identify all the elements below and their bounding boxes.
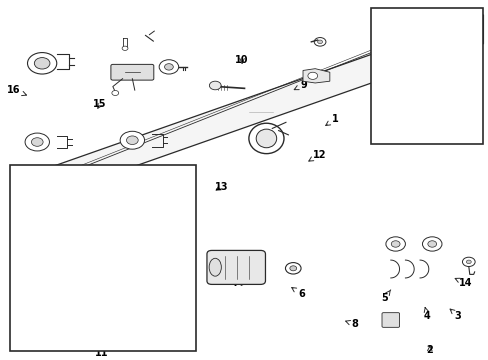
Circle shape	[385, 237, 405, 251]
Circle shape	[448, 47, 453, 51]
Text: 2: 2	[426, 345, 432, 355]
Circle shape	[102, 241, 109, 247]
Circle shape	[120, 131, 144, 149]
Circle shape	[285, 262, 301, 274]
Text: 14: 14	[454, 278, 471, 288]
Text: 7: 7	[232, 278, 245, 288]
Text: 5: 5	[381, 290, 390, 303]
Circle shape	[307, 72, 317, 80]
Circle shape	[31, 138, 43, 146]
Circle shape	[27, 53, 57, 74]
Text: 8: 8	[345, 319, 358, 329]
Circle shape	[317, 40, 322, 44]
Polygon shape	[15, 15, 483, 208]
Circle shape	[209, 81, 221, 90]
Ellipse shape	[248, 123, 284, 154]
Circle shape	[122, 46, 128, 50]
Circle shape	[159, 60, 178, 74]
Circle shape	[164, 64, 173, 70]
Text: 6: 6	[291, 288, 304, 299]
Circle shape	[97, 238, 114, 251]
Ellipse shape	[209, 258, 221, 276]
FancyBboxPatch shape	[381, 313, 399, 327]
Text: 13: 13	[215, 182, 228, 192]
FancyBboxPatch shape	[206, 251, 265, 284]
Circle shape	[314, 37, 325, 46]
Circle shape	[112, 90, 119, 95]
Circle shape	[422, 237, 441, 251]
Circle shape	[462, 257, 474, 266]
Bar	[10, 165, 195, 351]
Circle shape	[466, 260, 470, 264]
Text: 9: 9	[294, 80, 306, 90]
Circle shape	[126, 136, 138, 144]
Circle shape	[34, 58, 50, 69]
Circle shape	[445, 44, 457, 54]
Circle shape	[25, 133, 49, 151]
FancyBboxPatch shape	[111, 64, 154, 80]
Text: 10: 10	[235, 55, 248, 65]
Circle shape	[289, 266, 296, 271]
Polygon shape	[303, 69, 329, 83]
Bar	[370, 8, 483, 144]
Circle shape	[427, 241, 436, 247]
Text: 15: 15	[93, 99, 106, 109]
Circle shape	[11, 264, 31, 278]
Text: 3: 3	[449, 309, 460, 320]
Text: 16: 16	[7, 85, 26, 96]
Ellipse shape	[256, 129, 276, 148]
Text: 11: 11	[95, 348, 109, 358]
Circle shape	[17, 267, 25, 274]
Text: 12: 12	[308, 149, 325, 161]
Text: 1: 1	[325, 114, 338, 126]
Circle shape	[390, 241, 399, 247]
Text: 4: 4	[423, 307, 430, 320]
